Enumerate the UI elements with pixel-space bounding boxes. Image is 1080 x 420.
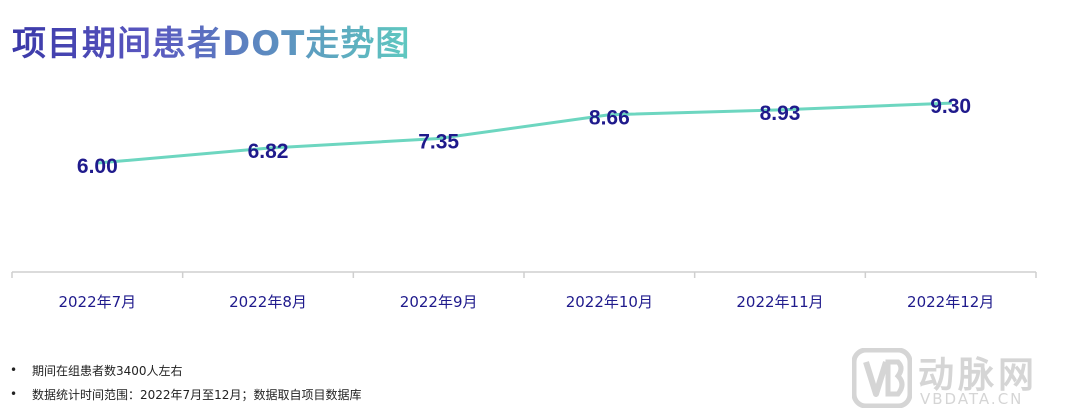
vb-logo-icon [852,348,912,408]
series-line [95,101,953,165]
footnote-item: • 数据统计时间范围：2022年7月至12月；数据取自项目数据库 [10,382,361,406]
x-tick-label: 2022年8月 [229,293,307,311]
data-label: 9.30 [930,95,971,118]
x-tick-label: 2022年11月 [736,293,823,311]
brand-logo: 动脉网 VBDATA.CN [852,346,1068,412]
data-label: 6.00 [77,155,118,178]
bullet-icon: • [10,387,18,401]
x-tick-label: 2022年12月 [907,293,994,311]
x-tick-label: 2022年7月 [58,293,136,311]
logo-text-en: VBDATA.CN [920,390,1024,408]
bullet-icon: • [10,363,18,377]
x-tick-label: 2022年10月 [566,293,653,311]
data-label: 8.66 [589,107,630,130]
logo-text-cn: 动脉网 [918,355,1039,396]
line-chart: 2022年7月 2022年8月 2022年9月 2022年10月 2022年11月 202… [11,95,1037,311]
data-label: 6.82 [248,140,289,163]
data-label: 7.35 [418,131,459,154]
data-label: 8.93 [760,102,801,125]
footnote-item: • 期间在组患者数3400人左右 [10,358,361,382]
footnote-text: 数据统计时间范围：2022年7月至12月；数据取自项目数据库 [32,387,362,402]
footnotes: • 期间在组患者数3400人左右 • 数据统计时间范围：2022年7月至12月；… [10,358,361,406]
x-tick-label: 2022年9月 [400,293,478,311]
footnote-text: 期间在组患者数3400人左右 [32,363,183,378]
page-title: 项目期间患者DOT走势图 [12,16,410,65]
